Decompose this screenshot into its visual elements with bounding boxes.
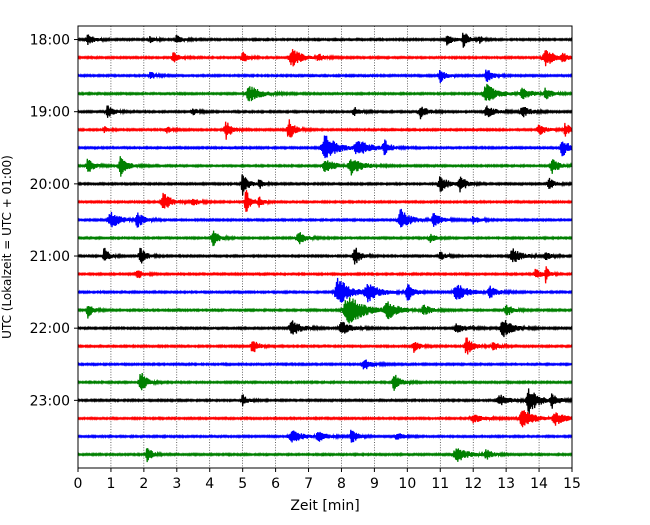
trace-row-2 bbox=[77, 69, 573, 84]
trace-row-21 bbox=[77, 410, 573, 428]
trace-row-5 bbox=[77, 119, 573, 140]
x-tick-label-2: 2 bbox=[139, 476, 148, 492]
trace-row-4 bbox=[77, 105, 573, 120]
trace-row-14 bbox=[77, 277, 573, 303]
x-tick-label-11: 11 bbox=[431, 476, 449, 492]
x-tick-label-3: 3 bbox=[172, 476, 181, 492]
y-tick-label-3: 21:00 bbox=[30, 249, 70, 265]
y-tick-label-1: 19:00 bbox=[30, 105, 70, 121]
trace-row-22 bbox=[77, 429, 573, 443]
x-tick-label-13: 13 bbox=[497, 476, 515, 492]
trace-row-7 bbox=[77, 156, 573, 177]
x-axis-ticks: 0 1 2 3 4 5 6 7 8 9 10 11 12 13 14 15 bbox=[74, 468, 581, 492]
y-tick-label-0: 18:00 bbox=[30, 33, 70, 49]
x-tick-label-4: 4 bbox=[205, 476, 214, 492]
trace-row-16 bbox=[77, 320, 573, 338]
y-axis-label: UTC (Lokalzeit = UTC + 01:00) bbox=[0, 155, 14, 339]
x-tick-label-0: 0 bbox=[74, 476, 83, 492]
trace-row-9 bbox=[77, 190, 573, 212]
plot-frame bbox=[77, 25, 573, 469]
x-tick-label-1: 1 bbox=[106, 476, 115, 492]
x-tick-label-5: 5 bbox=[238, 476, 247, 492]
trace-row-11 bbox=[77, 230, 573, 247]
trace-row-19 bbox=[77, 373, 573, 391]
trace-row-8 bbox=[77, 174, 573, 196]
seismic-traces bbox=[77, 32, 573, 463]
trace-row-18 bbox=[77, 359, 573, 370]
trace-row-15 bbox=[77, 297, 573, 324]
trace-row-3 bbox=[77, 83, 573, 102]
x-tick-label-15: 15 bbox=[563, 476, 581, 492]
trace-row-20 bbox=[77, 388, 573, 415]
trace-row-13 bbox=[77, 266, 573, 284]
x-tick-label-14: 14 bbox=[530, 476, 548, 492]
y-tick-label-4: 22:00 bbox=[30, 321, 70, 337]
trace-row-23 bbox=[77, 448, 573, 463]
trace-row-0 bbox=[77, 32, 573, 48]
x-axis-label: Zeit [min] bbox=[290, 498, 359, 514]
x-tick-label-10: 10 bbox=[398, 476, 416, 492]
y-tick-label-2: 20:00 bbox=[30, 177, 70, 193]
trace-row-10 bbox=[77, 208, 573, 228]
y-axis-ticks: 18:00 19:00 20:00 21:00 22:00 23:00 bbox=[30, 33, 78, 409]
trace-row-6 bbox=[77, 135, 573, 159]
trace-row-1 bbox=[77, 49, 573, 67]
y-tick-label-5: 23:00 bbox=[30, 393, 70, 409]
x-tick-label-12: 12 bbox=[464, 476, 482, 492]
x-tick-label-8: 8 bbox=[337, 476, 346, 492]
trace-row-12 bbox=[77, 247, 573, 265]
x-tick-label-9: 9 bbox=[370, 476, 379, 492]
x-tick-label-7: 7 bbox=[304, 476, 313, 492]
x-tick-label-6: 6 bbox=[271, 476, 280, 492]
trace-row-17 bbox=[77, 337, 573, 355]
